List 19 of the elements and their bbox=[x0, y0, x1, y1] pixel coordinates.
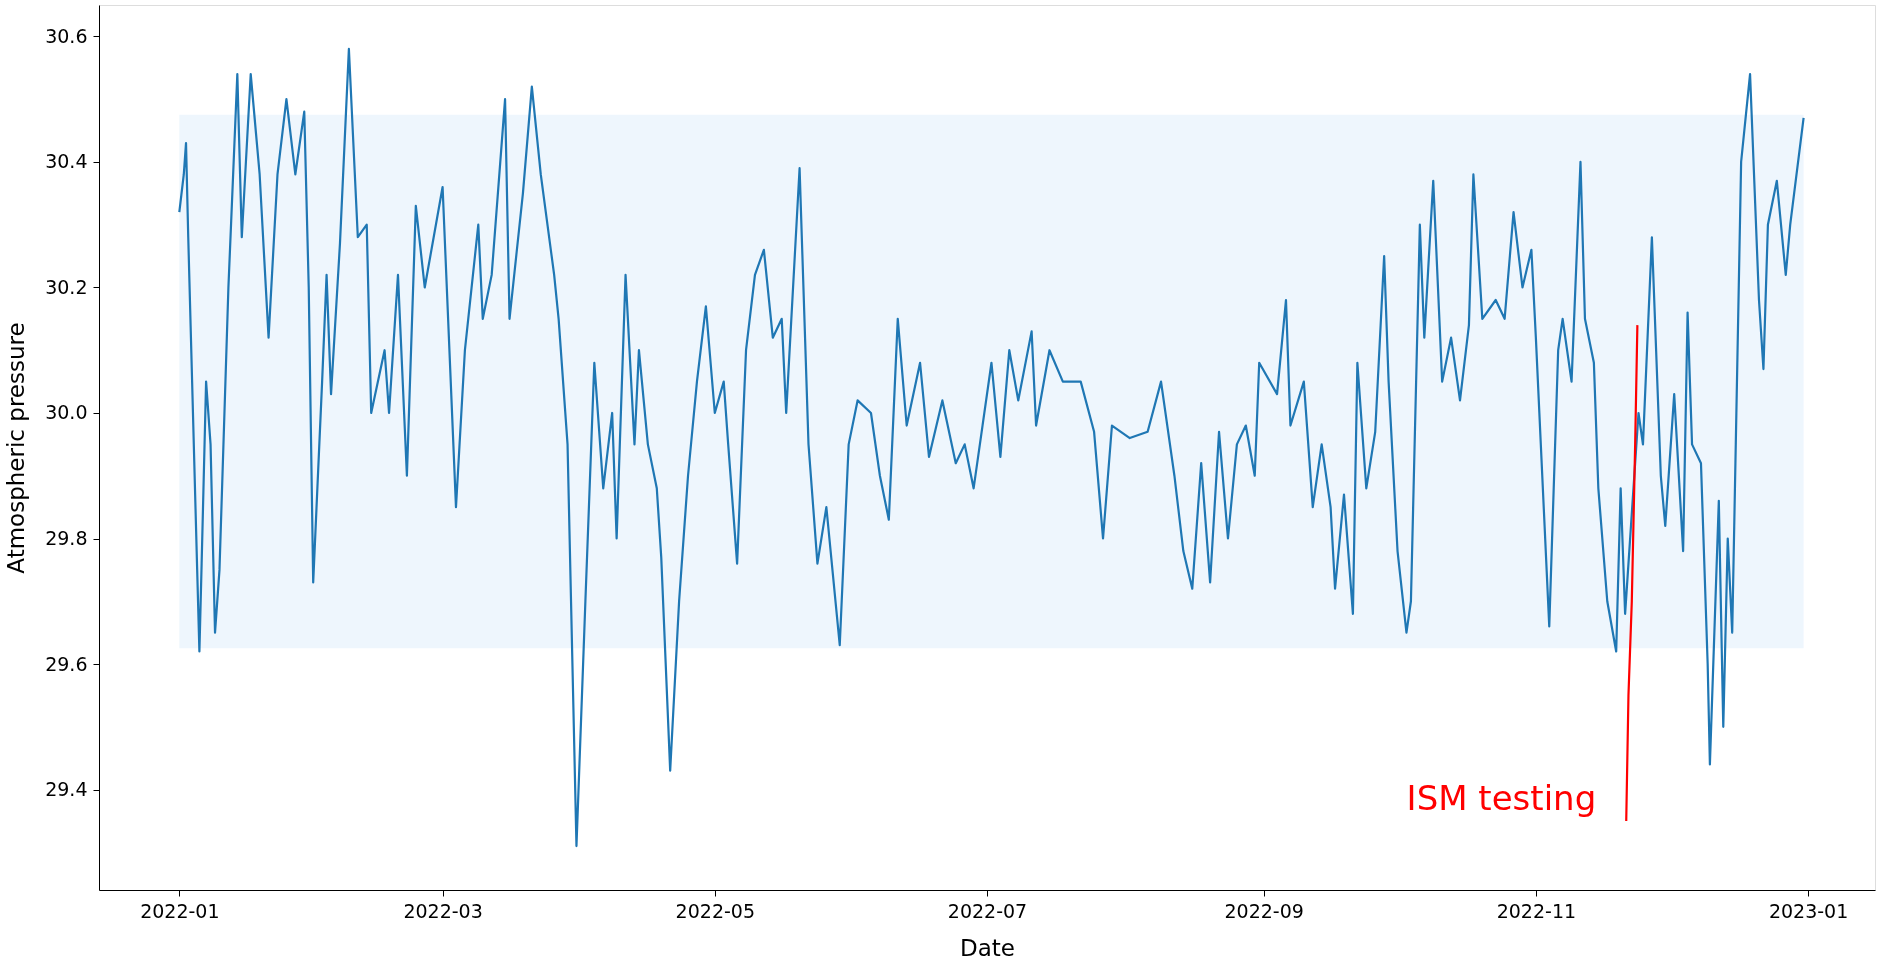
y-tick-label: 29.6 bbox=[45, 652, 88, 675]
x-tick-label: 2022-07 bbox=[947, 899, 1028, 922]
line-series bbox=[178, 47, 1805, 848]
x-axis-title: Date bbox=[960, 934, 1015, 961]
y-axis-title: Atmospheric pressure bbox=[3, 322, 30, 574]
y-tick-label: 30.4 bbox=[45, 150, 88, 173]
y-tick-label: 30.2 bbox=[45, 275, 88, 298]
x-tick-label: 2023-01 bbox=[1768, 899, 1849, 922]
x-tick-label: 2022-05 bbox=[675, 899, 755, 922]
y-tick-label: 29.8 bbox=[45, 527, 88, 550]
x-tick-label: 2022-03 bbox=[403, 899, 483, 922]
y-tick-label: 30.6 bbox=[45, 24, 88, 47]
y-tick-label: 29.4 bbox=[45, 778, 88, 801]
x-tick-label: 2022-01 bbox=[140, 899, 220, 922]
x-tick-label: 2022-11 bbox=[1496, 899, 1577, 922]
line-series bbox=[1625, 324, 1639, 823]
y-tick-label: 30.0 bbox=[45, 401, 88, 424]
x-tick-label: 2022-09 bbox=[1224, 899, 1304, 922]
series-label: ISM testing bbox=[1406, 777, 1597, 818]
